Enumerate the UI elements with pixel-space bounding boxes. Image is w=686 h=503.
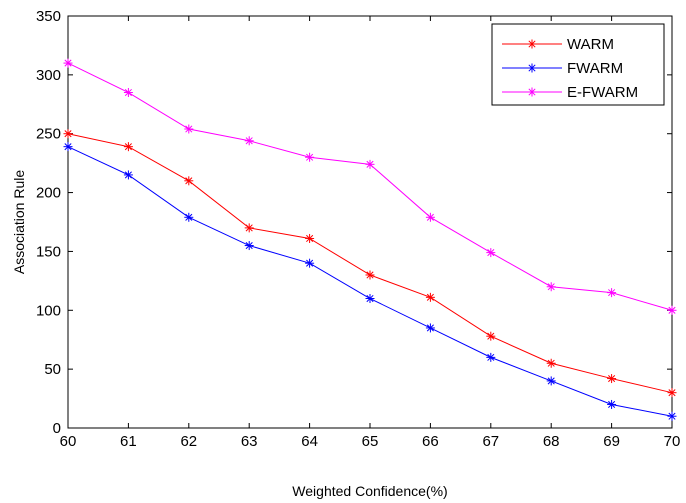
data-point bbox=[63, 58, 73, 68]
data-point bbox=[184, 176, 194, 186]
data-point bbox=[607, 374, 617, 384]
legend-marker bbox=[527, 63, 537, 73]
data-point bbox=[123, 142, 133, 152]
data-point bbox=[546, 358, 556, 368]
x-tick-label: 63 bbox=[241, 433, 258, 450]
y-tick-label: 50 bbox=[44, 361, 61, 378]
legend-label: FWARM bbox=[567, 60, 623, 77]
y-axis-title: Association Rule bbox=[11, 170, 27, 274]
data-point bbox=[546, 282, 556, 292]
data-point bbox=[365, 159, 375, 169]
x-axis-title: Weighted Confidence(%) bbox=[292, 483, 447, 499]
y-tick-label: 300 bbox=[36, 67, 61, 84]
data-point bbox=[305, 258, 315, 268]
x-tick-label: 69 bbox=[603, 433, 620, 450]
data-point bbox=[607, 288, 617, 298]
data-point bbox=[425, 323, 435, 333]
legend-item: WARM bbox=[502, 36, 614, 53]
x-tick-label: 61 bbox=[120, 433, 137, 450]
x-tick-label: 60 bbox=[60, 433, 77, 450]
data-point bbox=[365, 270, 375, 280]
x-tick-label: 66 bbox=[422, 433, 439, 450]
data-point bbox=[667, 305, 677, 315]
x-tick-label: 68 bbox=[543, 433, 560, 450]
data-point bbox=[305, 233, 315, 243]
legend-marker bbox=[527, 39, 537, 49]
y-tick-label: 0 bbox=[53, 420, 61, 437]
y-tick-label: 250 bbox=[36, 126, 61, 143]
series-fwarm bbox=[63, 142, 677, 421]
series-e-fwarm bbox=[63, 58, 677, 315]
legend-marker bbox=[527, 87, 537, 97]
x-tick-label: 62 bbox=[180, 433, 197, 450]
data-point bbox=[244, 223, 254, 233]
x-tick-label: 70 bbox=[664, 433, 681, 450]
data-point bbox=[425, 212, 435, 222]
data-point bbox=[425, 292, 435, 302]
y-tick-label: 350 bbox=[36, 8, 61, 25]
data-point bbox=[486, 352, 496, 362]
data-point bbox=[123, 88, 133, 98]
y-tick-label: 100 bbox=[36, 302, 61, 319]
data-point bbox=[63, 129, 73, 139]
y-tick-label: 150 bbox=[36, 243, 61, 260]
legend: WARM FWARM E-FWARM bbox=[491, 23, 665, 106]
data-point bbox=[486, 331, 496, 341]
series-layer bbox=[63, 58, 677, 421]
x-tick-label: 67 bbox=[482, 433, 499, 450]
data-point bbox=[667, 411, 677, 421]
x-axis: 60 61 62 63 64 65 66 67 68 69 70 bbox=[60, 16, 681, 450]
data-point bbox=[667, 388, 677, 398]
legend-item: FWARM bbox=[502, 60, 623, 77]
x-tick-label: 65 bbox=[362, 433, 379, 450]
legend-item: E-FWARM bbox=[502, 84, 638, 101]
x-tick-label: 64 bbox=[301, 433, 318, 450]
data-point bbox=[184, 212, 194, 222]
data-point bbox=[244, 241, 254, 251]
data-point bbox=[244, 136, 254, 146]
data-point bbox=[123, 170, 133, 180]
legend-label: WARM bbox=[567, 36, 614, 53]
data-point bbox=[305, 152, 315, 162]
data-point bbox=[546, 376, 556, 386]
legend-label: E-FWARM bbox=[567, 84, 638, 101]
data-point bbox=[486, 248, 496, 258]
data-point bbox=[607, 399, 617, 409]
data-point bbox=[365, 294, 375, 304]
data-point bbox=[63, 142, 73, 152]
series-warm bbox=[63, 129, 677, 398]
y-axis: 0 50 100 150 200 250 300 350 bbox=[36, 8, 672, 437]
data-point bbox=[184, 124, 194, 134]
y-tick-label: 200 bbox=[36, 185, 61, 202]
